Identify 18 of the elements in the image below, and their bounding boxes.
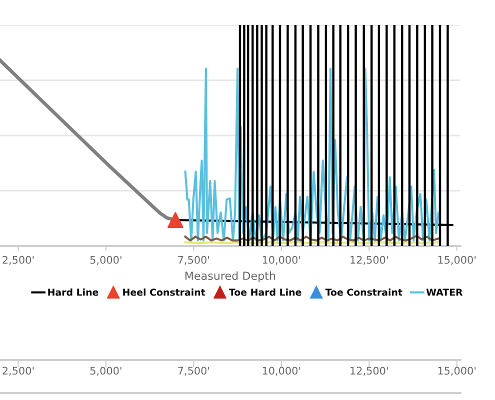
legend-label: Toe Hard Line [228,288,302,296]
legend-label: Toe Constraint [325,288,402,296]
x-tick-label: 10,000' [262,366,300,376]
legend-label: Hard Line [48,288,98,296]
x2-tick-label: 15,000' [438,256,476,265]
legend-label: Heel Constraint [123,288,206,296]
x-tick-label: 15,000' [438,366,476,376]
x2-tick-label: 5,000' [90,256,122,265]
x-tick-label: 7,500' [178,366,210,376]
legend-label: WATER [426,288,463,296]
x2-tick-label: 10,000' [262,256,300,265]
x2-tick-label: 12,500' [350,256,388,265]
x2-tick-label: 7,500' [178,256,210,265]
x-axis-title: Measured Depth [185,271,276,282]
x2-tick-label: 2,500' [2,256,34,265]
x-tick-label: 5,000' [90,366,122,376]
x-tick-label: 12,500' [350,366,388,376]
x-tick-label: 2,500' [2,366,34,376]
